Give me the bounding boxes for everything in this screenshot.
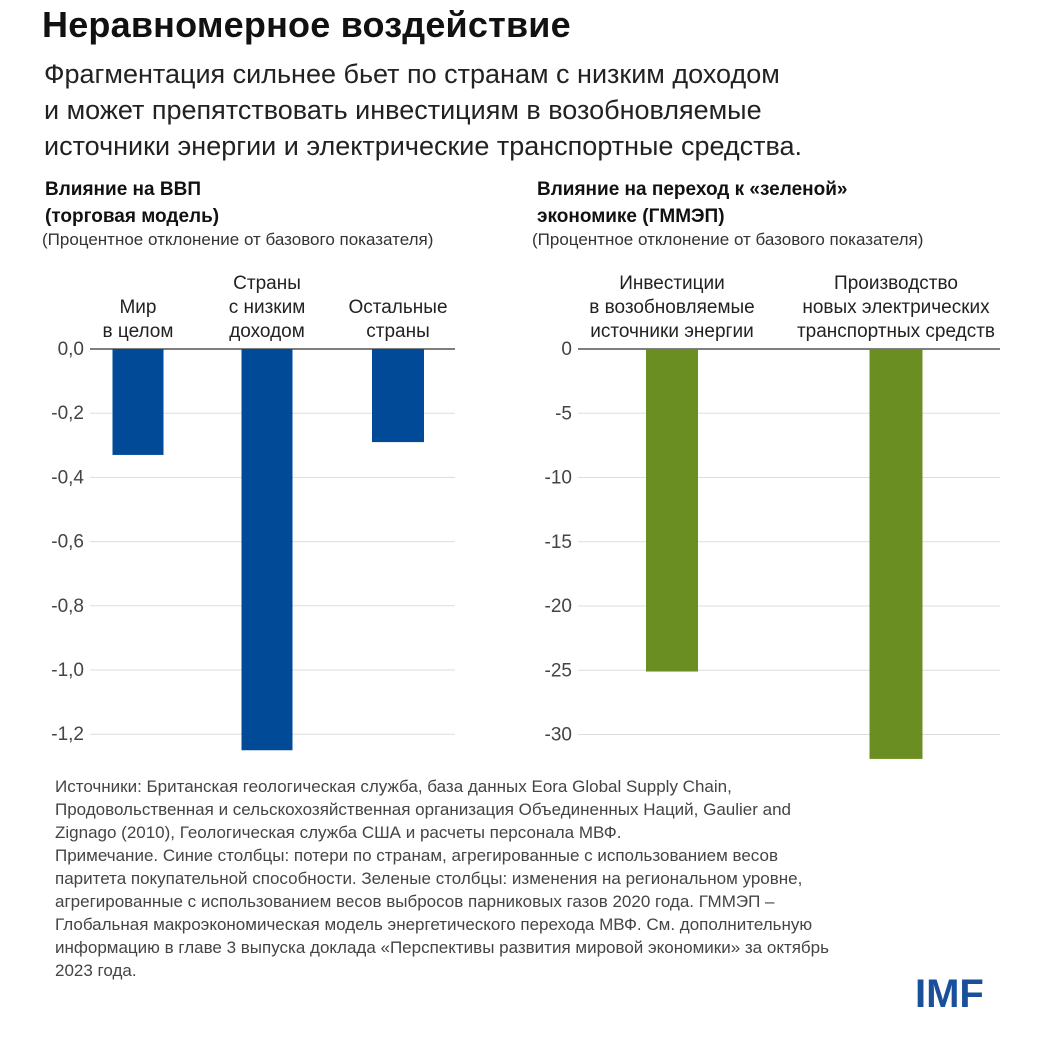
gdp-bar: [112, 349, 164, 455]
subtitle-line-2: и может препятствовать инвестициям в воз…: [44, 95, 762, 125]
gdp-bar: [241, 349, 293, 751]
gdp-y-tick-label: -0,6: [51, 532, 84, 553]
note-line-6: 2023 года.: [55, 961, 137, 980]
note-line-4: Глобальная макроэкономическая модель эне…: [55, 915, 813, 934]
gdp-category-label: в целом: [103, 321, 174, 342]
green-panel-title-line-2: экономике (ГММЭП): [537, 206, 725, 227]
page-title: Неравномерное воздействие: [42, 4, 571, 45]
green-y-tick-label: 0: [561, 339, 572, 360]
green-category-label: источники энергии: [590, 321, 753, 342]
subtitle-line-1: Фрагментация сильнее бьет по странам с н…: [44, 59, 780, 89]
gdp-bar: [372, 349, 424, 443]
green-y-tick-label: -25: [545, 660, 572, 681]
source-line-3: Zignago (2010), Геологическая служба США…: [55, 823, 622, 842]
gdp-category-label: с низким: [229, 297, 306, 318]
source-line-1: Источники: Британская геологическая служ…: [55, 777, 732, 796]
gdp-y-tick-label: -1,2: [51, 724, 84, 745]
note-line-5: информацию в главе 3 выпуска доклада «Пе…: [55, 938, 829, 957]
green-category-label: Инвестиции: [619, 273, 725, 294]
gdp-y-tick-label: 0,0: [58, 339, 84, 360]
gdp-category-label: доходом: [229, 321, 305, 342]
source-line-2: Продовольственная и сельскохозяйственная…: [55, 800, 792, 819]
green-panel-unit: (Процентное отклонение от базового показ…: [532, 230, 924, 249]
green-category-label: транспортных средств: [797, 321, 995, 342]
gdp-y-tick-label: -0,4: [51, 467, 84, 488]
green-y-tick-label: -30: [545, 725, 572, 746]
gdp-category-label: Остальные: [348, 297, 447, 318]
green-bar: [869, 349, 923, 759]
imf-logo: IMF: [915, 972, 984, 1016]
gdp-category-label: Мир: [119, 297, 156, 318]
note-line-1: Примечание. Синие столбцы: потери по стр…: [55, 846, 778, 865]
green-y-tick-label: -15: [545, 532, 572, 553]
note-line-2: паритета покупательной способности. Зеле…: [55, 869, 803, 888]
green-y-tick-label: -20: [545, 596, 572, 617]
gdp-category-label: Страны: [233, 273, 301, 294]
gdp-y-tick-label: -0,2: [51, 403, 84, 424]
green-panel-title-line-1: Влияние на переход к «зеленой»: [537, 179, 848, 200]
note-line-3: агрегированные с использованием весов вы…: [55, 892, 775, 911]
gdp-panel-title-line-1: Влияние на ВВП: [45, 179, 201, 200]
green-category-label: Производство: [834, 273, 958, 294]
gdp-category-label: страны: [366, 321, 430, 342]
green-bar: [646, 349, 698, 672]
gdp-panel-unit: (Процентное отклонение от базового показ…: [42, 230, 434, 249]
green-category-label: в возобновляемые: [589, 297, 755, 318]
green-y-tick-label: -5: [555, 403, 572, 424]
gdp-y-tick-label: -1,0: [51, 660, 84, 681]
gdp-panel-title-line-2: (торговая модель): [45, 206, 220, 227]
subtitle-line-3: источники энергии и электрические трансп…: [44, 131, 803, 161]
green-category-label: новых электрических: [802, 297, 990, 318]
gdp-y-tick-label: -0,8: [51, 596, 84, 617]
charts-canvas: 0,0 -0,2 -0,4 -0,6 -0,8 -1,0 -1,2 Мир в целом Стр…: [51, 273, 1000, 759]
green-y-tick-label: -10: [545, 468, 572, 489]
